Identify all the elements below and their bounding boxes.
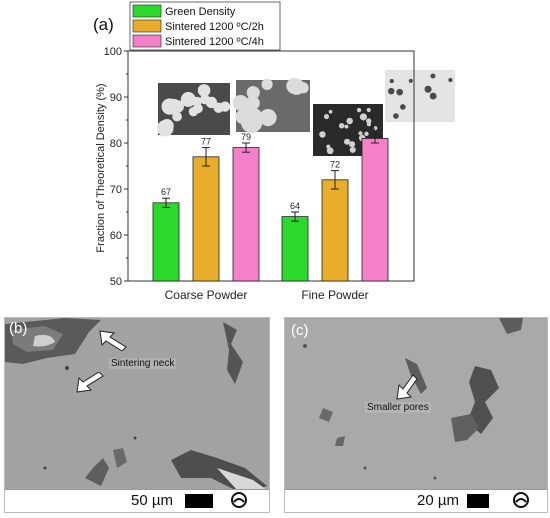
inset-particle bbox=[344, 124, 349, 129]
legend-label: Green Density bbox=[165, 6, 236, 18]
annotation-smaller-pores: Smaller pores bbox=[365, 402, 431, 413]
inset-particle bbox=[424, 85, 432, 93]
inset-particle bbox=[400, 104, 406, 110]
inset-particle bbox=[167, 98, 181, 112]
inset-particle bbox=[328, 109, 333, 114]
inset-particle bbox=[245, 108, 263, 126]
y-tick-label: 90 bbox=[110, 92, 122, 104]
inset-particle bbox=[326, 144, 331, 149]
inset-particle bbox=[346, 117, 353, 125]
arrow-icon bbox=[396, 374, 418, 400]
micrograph-c bbox=[285, 318, 547, 512]
y-tick-label: 60 bbox=[110, 230, 122, 242]
inset-particle bbox=[408, 78, 413, 83]
inset-particle bbox=[348, 141, 356, 148]
inset-particle bbox=[389, 79, 394, 84]
data-label: 64 bbox=[290, 201, 300, 211]
scale-bar bbox=[467, 494, 489, 508]
scale-label: 20 µm bbox=[417, 492, 459, 509]
sem-panel-c: (c) Smaller pores 20 µm bbox=[284, 317, 548, 513]
inset-particle bbox=[346, 139, 350, 143]
legend-swatch bbox=[132, 4, 162, 18]
data-label: 72 bbox=[330, 160, 340, 170]
sem-panel-b: (b) Sintering neck 50 µm bbox=[4, 317, 270, 513]
micrograph-insets bbox=[156, 70, 455, 156]
scale-bar-strip: 20 µm bbox=[285, 489, 547, 512]
bar bbox=[361, 137, 389, 282]
inset-particle bbox=[359, 113, 367, 121]
inset-particle bbox=[393, 113, 399, 119]
bars: 67 64 77 72 79 81 bbox=[152, 123, 389, 282]
panel-c-label: (c) bbox=[291, 322, 309, 339]
micrograph-b bbox=[5, 318, 269, 512]
inset-particle bbox=[192, 96, 202, 107]
data-label: 81 bbox=[370, 123, 380, 133]
scale-bar bbox=[185, 494, 213, 508]
legend: Green Density Sintered 1200 ºC/2h Sintered… bbox=[129, 1, 281, 51]
y-tick-label: 100 bbox=[104, 46, 122, 58]
arrow-icon bbox=[76, 372, 104, 393]
inset-particle bbox=[319, 131, 326, 138]
legend-swatch bbox=[132, 19, 162, 33]
legend-swatch bbox=[132, 34, 162, 48]
inset-particle bbox=[261, 78, 273, 90]
inset-particle bbox=[366, 122, 371, 127]
data-label: 67 bbox=[161, 187, 171, 197]
inset-particle bbox=[430, 73, 436, 79]
inset-particle bbox=[213, 102, 224, 113]
inset-particle bbox=[338, 123, 345, 129]
inset-particle bbox=[323, 113, 330, 120]
inset-particle bbox=[448, 77, 453, 83]
inset-particle bbox=[197, 84, 211, 97]
panel-b-label: (b) bbox=[9, 320, 28, 337]
inset-particle bbox=[396, 88, 403, 96]
inset-particle bbox=[245, 96, 260, 111]
inset-particle bbox=[180, 92, 196, 107]
legend-label: Sintered 1200 ºC/4h bbox=[165, 36, 264, 48]
scale-label: 50 µm bbox=[131, 492, 173, 509]
legend-label: Sintered 1200 ºC/2h bbox=[165, 21, 264, 33]
inset-particle bbox=[172, 111, 182, 122]
inset-particle bbox=[246, 86, 260, 100]
x-category-label: Coarse Powder bbox=[165, 288, 248, 302]
bar bbox=[192, 156, 220, 282]
inset-particle bbox=[356, 107, 362, 113]
arrow-icon bbox=[99, 330, 127, 351]
inset-particle bbox=[259, 108, 277, 127]
inset-particle bbox=[429, 92, 437, 100]
y-axis-label: Fraction of Theoretical Density (%) bbox=[95, 83, 107, 252]
y-tick-label: 80 bbox=[110, 138, 122, 150]
annotation-sintering-neck: Sintering neck bbox=[109, 358, 177, 369]
inset-particle bbox=[161, 122, 173, 133]
bar bbox=[232, 147, 260, 282]
inset-particle bbox=[388, 87, 395, 95]
inset-particle bbox=[373, 126, 378, 131]
inset-particle bbox=[326, 147, 334, 155]
x-category-label: Fine Powder bbox=[301, 288, 368, 302]
bar bbox=[152, 202, 180, 282]
inset-particle bbox=[288, 78, 305, 95]
inset-particle bbox=[349, 146, 356, 153]
bar bbox=[281, 216, 309, 282]
scale-bar-strip: 50 µm bbox=[5, 489, 269, 512]
inset-particle bbox=[358, 131, 363, 136]
logo-icon bbox=[231, 492, 247, 508]
data-label: 79 bbox=[241, 132, 251, 142]
panel-a-label: (a) bbox=[93, 15, 114, 34]
inset-particle bbox=[364, 131, 369, 137]
data-label: 77 bbox=[201, 137, 211, 147]
inset-particle bbox=[366, 107, 371, 113]
y-tick-label: 50 bbox=[110, 276, 122, 288]
axes: 50 60 70 80 90 100 Coarse Powder Fine Powder bbox=[104, 46, 415, 302]
bar bbox=[321, 179, 349, 282]
logo-icon bbox=[513, 492, 529, 508]
inset-particle bbox=[366, 118, 372, 124]
y-tick-label: 70 bbox=[110, 184, 122, 196]
chart-panel-a: (a) Green Density Sintered 1200 ºC/2h Sint… bbox=[93, 1, 455, 302]
